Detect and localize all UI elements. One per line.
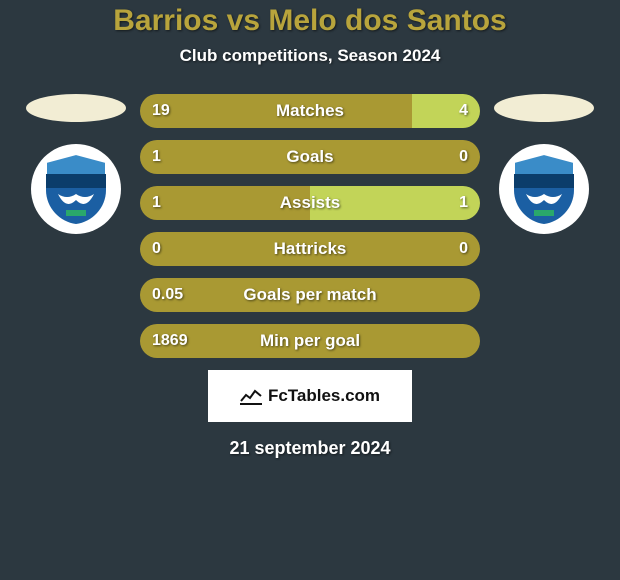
right-club-badge xyxy=(499,144,589,234)
right-player-column xyxy=(494,94,594,234)
stat-value-left: 19 xyxy=(152,102,170,120)
chart-icon xyxy=(240,387,262,405)
stat-value-left: 0.05 xyxy=(152,286,183,304)
stat-label: Goals xyxy=(286,147,333,167)
date-text: 21 september 2024 xyxy=(0,438,620,459)
main-row: 19 4 Matches 1 0 Goals 1 1 Assists 0 0 Hattricks 0.0… xyxy=(0,94,620,358)
left-player-column xyxy=(26,94,126,234)
stat-value-left: 0 xyxy=(152,240,161,258)
stat-value-right: 0 xyxy=(459,240,468,258)
stat-bars: 19 4 Matches 1 0 Goals 1 1 Assists 0 0 Hattricks 0.0… xyxy=(140,94,480,358)
stat-row: 0 0 Hattricks xyxy=(140,232,480,266)
shield-icon xyxy=(40,152,112,226)
stat-row: 19 4 Matches xyxy=(140,94,480,128)
shield-icon xyxy=(508,152,580,226)
page-title: Barrios vs Melo dos Santos xyxy=(0,4,620,38)
stat-row: 0.05 Goals per match xyxy=(140,278,480,312)
left-club-badge xyxy=(31,144,121,234)
root-container: Barrios vs Melo dos Santos Club competit… xyxy=(0,0,620,580)
stat-value-left: 1869 xyxy=(152,332,188,350)
stat-label: Hattricks xyxy=(274,239,347,259)
stat-row: 1 0 Goals xyxy=(140,140,480,174)
stat-segment-right xyxy=(412,94,480,128)
stat-value-left: 1 xyxy=(152,194,161,212)
stat-row: 1869 Min per goal xyxy=(140,324,480,358)
stat-value-left: 1 xyxy=(152,148,161,166)
left-player-silhouette xyxy=(26,94,126,122)
stat-label: Min per goal xyxy=(260,331,360,351)
attribution-box: FcTables.com xyxy=(208,370,412,422)
stat-label: Matches xyxy=(276,101,344,121)
stat-value-right: 1 xyxy=(459,194,468,212)
stat-row: 1 1 Assists xyxy=(140,186,480,220)
stat-value-right: 0 xyxy=(459,148,468,166)
stat-label: Assists xyxy=(280,193,340,213)
right-player-silhouette xyxy=(494,94,594,122)
stat-value-right: 4 xyxy=(459,102,468,120)
attribution-text: FcTables.com xyxy=(268,386,380,406)
stat-label: Goals per match xyxy=(243,285,376,305)
subtitle: Club competitions, Season 2024 xyxy=(0,46,620,66)
